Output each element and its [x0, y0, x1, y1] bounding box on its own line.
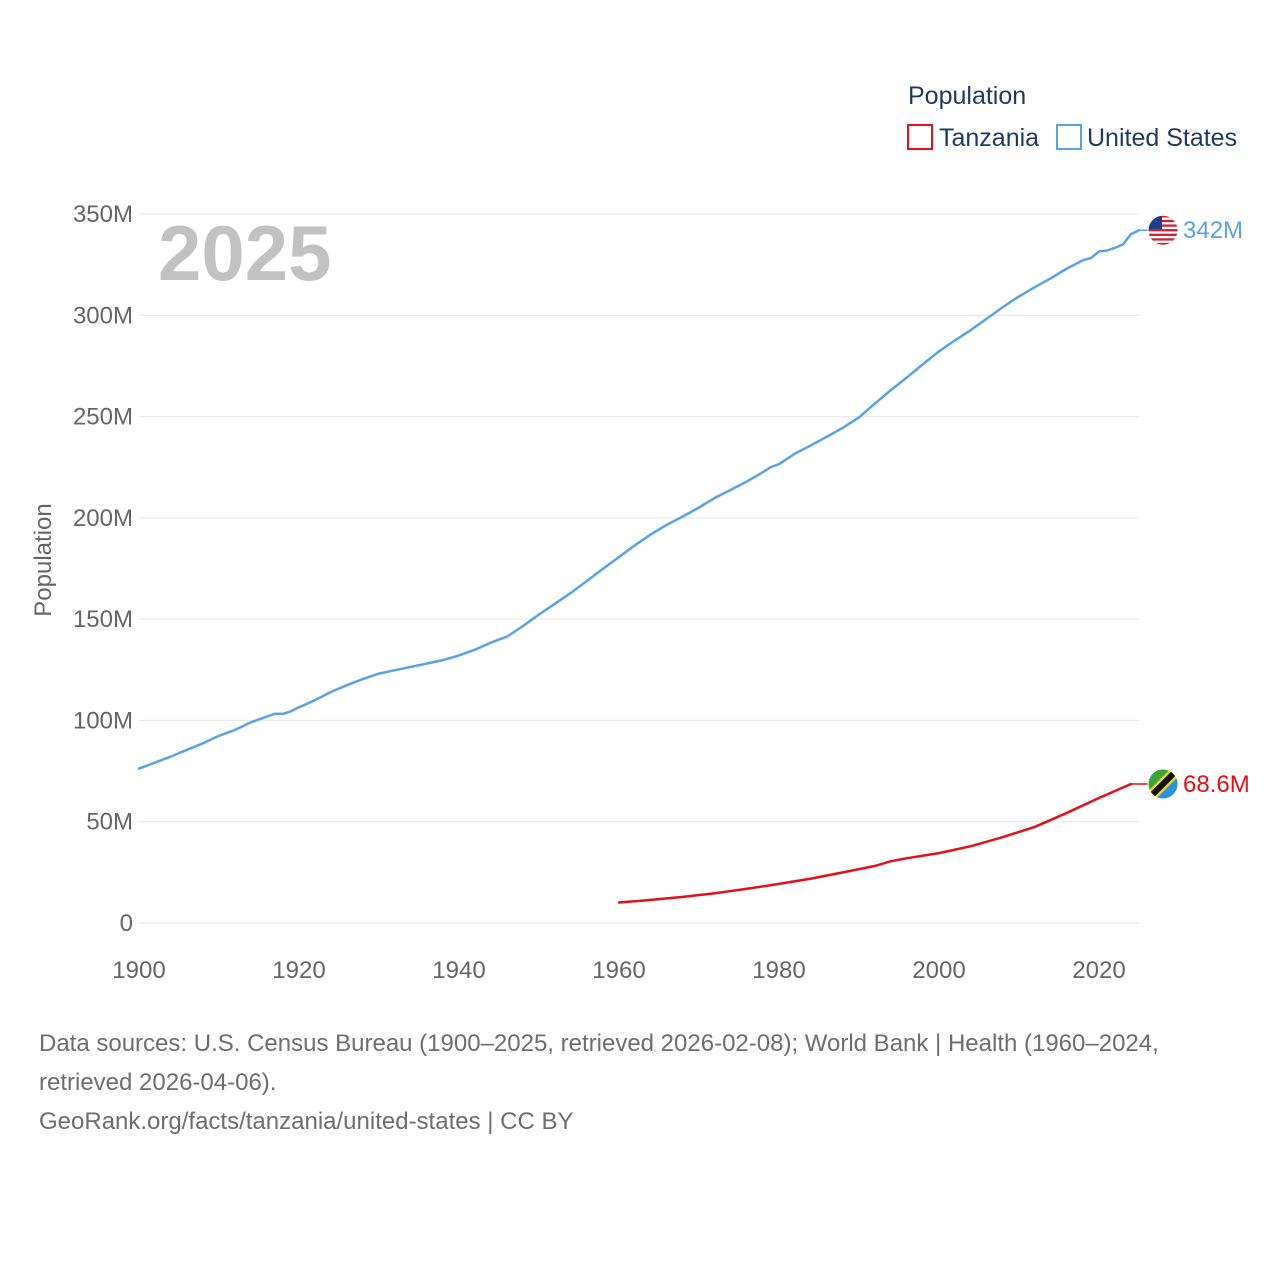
x-tick-label: 2020 [1072, 957, 1125, 984]
legend-label-tanzania[interactable]: Tanzania [939, 124, 1039, 152]
x-tick-label: 1980 [752, 957, 805, 984]
x-tick-label: 1940 [432, 957, 485, 984]
x-axis-ticks: 1900 1920 1940 1960 1980 2000 2020 [112, 957, 1125, 984]
y-tick-label: 150M [73, 606, 133, 633]
us-flag-icon [1147, 214, 1179, 246]
y-tick-label: 350M [73, 201, 133, 228]
current-year-label: 2025 [158, 209, 332, 297]
y-tick-label: 200M [73, 505, 133, 532]
x-tick-label: 1920 [272, 957, 325, 984]
y-tick-label: 250M [73, 404, 133, 431]
y-tick-label: 0 [120, 910, 133, 937]
series-line-united-states[interactable] [137, 228, 1141, 770]
y-tick-label: 50M [86, 809, 133, 836]
legend-label-united-states[interactable]: United States [1087, 124, 1237, 152]
series-lines [137, 228, 1141, 904]
end-value-label-united-states: 342M [1183, 217, 1243, 244]
gridlines [139, 213, 1139, 924]
data-sources-line-2: retrieved 2026-04-06). [39, 1069, 277, 1096]
chart-footer: Data sources: U.S. Census Bureau (1900–2… [39, 1024, 1249, 1141]
legend-swatch-united-states[interactable] [1056, 124, 1082, 150]
legend-title: Population [908, 82, 1026, 110]
y-axis-ticks: 0 50M 100M 150M 200M 250M 300M 350M [73, 201, 133, 937]
legend-swatch-tanzania[interactable] [907, 124, 933, 150]
source-attribution-link[interactable]: GeoRank.org/facts/tanzania/united-states… [39, 1108, 574, 1135]
y-axis-title: Population [30, 503, 57, 616]
data-sources-line-1: Data sources: U.S. Census Bureau (1900–2… [39, 1030, 1159, 1057]
end-markers: 342M 68.6M [1131, 214, 1250, 800]
x-tick-label: 1960 [592, 957, 645, 984]
end-value-label-tanzania: 68.6M [1183, 771, 1250, 798]
x-tick-label: 2000 [912, 957, 965, 984]
y-tick-label: 100M [73, 707, 133, 734]
x-tick-label: 1900 [112, 957, 165, 984]
series-line-tanzania[interactable] [617, 782, 1133, 904]
tz-flag-icon [1147, 768, 1179, 800]
legend: Population Tanzania United States [907, 82, 1237, 152]
y-tick-label: 300M [73, 302, 133, 329]
